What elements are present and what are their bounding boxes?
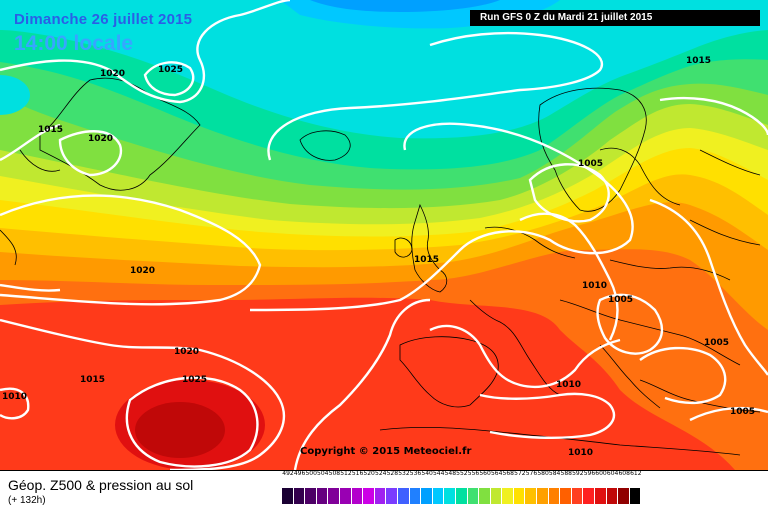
scale-swatch: 548 <box>444 470 456 507</box>
scale-swatch: 592 <box>571 470 584 507</box>
scale-label: 536 <box>409 470 422 477</box>
isobar-label: 1010 <box>556 380 581 390</box>
scale-swatch: 520 <box>363 470 375 507</box>
scale-swatch: 556 <box>467 470 479 507</box>
z500-color-bands <box>0 0 768 470</box>
scale-label: 552 <box>456 470 468 477</box>
scale-label: 592 <box>572 470 584 477</box>
scale-swatch: 496 <box>293 470 305 507</box>
scale-label: 568 <box>502 470 514 477</box>
scale-label: 496 <box>293 470 306 477</box>
scale-label: 576 <box>525 470 538 477</box>
scale-swatch: 612 <box>629 470 642 507</box>
forecast-time-title: 14:00 locale <box>14 32 134 55</box>
scale-swatch: 564 <box>490 470 502 507</box>
legend-title: Géop. Z500 & pression au sol <box>8 477 194 493</box>
isobar-label: 1020 <box>100 69 125 79</box>
scale-swatch: 588 <box>560 470 572 507</box>
scale-label: 520 <box>363 470 375 477</box>
isobar-label: 1015 <box>38 125 63 135</box>
isobar-label: 1025 <box>182 375 207 385</box>
scale-swatch: 544 <box>432 470 444 507</box>
scale-label: 544 <box>432 470 445 477</box>
isobars <box>0 0 768 470</box>
scale-swatch: 532 <box>397 470 410 507</box>
scale-label: 524 <box>375 470 387 477</box>
scale-swatch: 580 <box>537 470 549 507</box>
scale-label: 584 <box>548 470 561 477</box>
scale-label: 500 <box>305 470 317 477</box>
isobar-label: 1005 <box>704 338 729 348</box>
scale-label: 580 <box>537 470 549 477</box>
scale-label: 504 <box>317 470 329 477</box>
scale-label: 516 <box>351 470 364 477</box>
scale-label: 508 <box>328 470 341 477</box>
scale-label: 572 <box>514 470 526 477</box>
scale-swatch: 560 <box>479 470 491 507</box>
isobar-label: 1015 <box>686 56 711 66</box>
isobar-labels: 1020 1025 1015 1020 1020 1015 1015 1005 1020 1015… <box>2 56 755 458</box>
scale-swatch: 540 <box>421 470 433 507</box>
isobar-label: 1025 <box>158 65 183 75</box>
geopotential-map: 1020 1025 1015 1020 1020 1015 1015 1005 1020 1015… <box>0 0 768 470</box>
scale-label: 492 <box>282 470 294 477</box>
scale-label: 596 <box>583 470 596 477</box>
isobar-label: 1015 <box>80 375 105 385</box>
scale-swatch: 516 <box>351 470 363 507</box>
scale-label: 532 <box>398 470 410 477</box>
copyright-text: Copyright © 2015 Meteociel.fr <box>300 446 471 457</box>
scale-swatch: 576 <box>525 470 537 507</box>
scale-label: 564 <box>490 470 503 477</box>
scale-swatch: 504 <box>316 470 329 507</box>
legend-subtitle: (+ 132h) <box>8 495 46 506</box>
scale-label: 588 <box>560 470 572 477</box>
scale-swatch: 604 <box>606 470 618 507</box>
isobar-label: 1020 <box>174 347 199 357</box>
scale-label: 604 <box>606 470 619 477</box>
scale-label: 548 <box>444 470 457 477</box>
scale-label: 512 <box>340 470 352 477</box>
isobar-label: 1010 <box>2 392 27 402</box>
color-scale: 492 496 500 504 508 512 516 520 524 528 532 536 540 5… <box>282 470 642 507</box>
scale-swatch: 568 <box>502 470 514 507</box>
run-info-box: Run GFS 0 Z du Mardi 21 juillet 2015 <box>470 10 760 26</box>
scale-swatch: 500 <box>305 470 317 507</box>
coastlines <box>0 77 761 456</box>
isobar-label: 1020 <box>130 266 155 276</box>
scale-swatch: 492 <box>282 470 294 507</box>
scale-label: 556 <box>467 470 480 477</box>
scale-swatch: 508 <box>328 470 340 507</box>
scale-label: 608 <box>618 470 630 477</box>
legend-footer: Géop. Z500 & pression au sol (+ 132h) 49… <box>0 470 768 512</box>
isobar-label: 1010 <box>582 281 607 291</box>
scale-label: 600 <box>595 470 607 477</box>
scale-label: 612 <box>630 470 642 477</box>
isobar-label: 1020 <box>88 134 113 144</box>
scale-swatch: 524 <box>374 470 386 507</box>
scale-swatch: 600 <box>595 470 607 507</box>
scale-swatch: 512 <box>339 470 352 507</box>
isobar-label: 1015 <box>414 255 439 265</box>
isobar-label: 1005 <box>608 295 633 305</box>
scale-swatch: 572 <box>513 470 526 507</box>
scale-swatch: 528 <box>386 470 398 507</box>
scale-label: 540 <box>421 470 433 477</box>
scale-label: 528 <box>386 470 399 477</box>
scale-swatch: 596 <box>583 470 595 507</box>
scale-label: 560 <box>479 470 491 477</box>
isobar-label: 1005 <box>730 407 755 417</box>
scale-swatch: 608 <box>618 470 630 507</box>
isobar-label: 1010 <box>568 448 593 458</box>
forecast-date-title: Dimanche 26 juillet 2015 <box>14 11 193 28</box>
scale-swatch: 552 <box>455 470 468 507</box>
scale-swatch: 536 <box>409 470 421 507</box>
isobar-label: 1005 <box>578 159 603 169</box>
scale-swatch: 584 <box>548 470 560 507</box>
